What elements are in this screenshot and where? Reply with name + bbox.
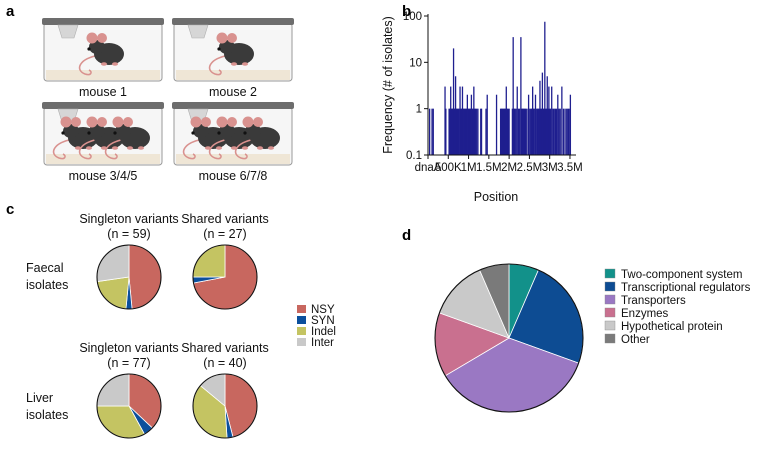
x-tick-label: 500K: [435, 162, 462, 174]
panel-label-b: b: [402, 3, 411, 20]
water-bottle: [57, 24, 79, 39]
legend-swatch: [604, 320, 616, 331]
y-tick-label: 100: [403, 11, 422, 23]
cage-lid: [172, 102, 294, 109]
cage-bedding: [46, 70, 160, 80]
row-label: Liver: [26, 391, 53, 405]
x-tick-label: 2.5M: [517, 162, 543, 174]
legend-label: Enzymes: [621, 308, 669, 320]
cage-label: mouse 2: [209, 85, 257, 99]
pie-title: Shared variants: [181, 212, 269, 226]
pie: Shared variants(n = 40): [181, 341, 269, 439]
pie: Singleton variants(n = 59): [79, 212, 179, 310]
row-label: isolates: [26, 408, 68, 422]
cage: mouse 1: [42, 18, 164, 99]
pie-outline: [192, 244, 258, 310]
legend-label: Indel: [311, 326, 336, 338]
cage-lid: [42, 102, 164, 109]
legend-swatch: [297, 305, 306, 313]
x-tick-label: dnaA: [415, 162, 442, 174]
x-tick-label: 2M: [501, 162, 517, 174]
panel-label-a: a: [6, 3, 15, 20]
pie-n-label: (n = 77): [107, 356, 150, 370]
pie-slice: [96, 244, 130, 283]
row-label: Faecal: [26, 261, 64, 275]
legend-swatch: [604, 281, 616, 292]
row-label: isolates: [26, 278, 68, 292]
pie-slice: [128, 244, 162, 310]
x-tick-label: 3.5M: [557, 162, 583, 174]
pie-title: Singleton variants: [79, 341, 178, 355]
pie-outline: [96, 373, 162, 439]
pie-outline: [434, 263, 584, 413]
legend-label: Transcriptional regulators: [621, 282, 751, 294]
legend-label: Two-component system: [621, 269, 742, 281]
pie-n-label: (n = 27): [203, 227, 246, 241]
pie-slice: [96, 276, 130, 310]
legend-label: Hypothetical protein: [621, 321, 723, 333]
pie-n-label: (n = 59): [107, 227, 150, 241]
legend-swatch: [604, 268, 616, 279]
legend-label: SYN: [311, 315, 335, 327]
cage-bedding: [176, 154, 290, 164]
legend-label: NSY: [311, 304, 335, 316]
panel-label-d: d: [402, 227, 411, 244]
legend-swatch: [297, 316, 306, 324]
y-tick-label: 0.1: [406, 150, 422, 162]
panel-c-pies: Singleton variants(n = 59)Shared variant…: [26, 212, 336, 439]
bar-series: [428, 21, 572, 155]
cage-label: mouse 1: [79, 85, 127, 99]
pie-title: Shared variants: [181, 341, 269, 355]
pie-outline: [96, 244, 162, 310]
cage: mouse 6/7/8: [172, 102, 294, 183]
legend-label: Other: [621, 334, 650, 346]
cage: mouse 2: [172, 18, 294, 99]
panel-label-c: c: [6, 201, 14, 218]
pie-title: Singleton variants: [79, 212, 178, 226]
x-axis-label: Position: [474, 190, 519, 204]
x-tick-label: 3M: [542, 162, 558, 174]
legend-swatch: [297, 327, 306, 335]
legend-label: Inter: [311, 337, 334, 349]
y-axis-label: Frequency (# of isolates): [381, 16, 395, 154]
water-bottle: [187, 24, 209, 39]
cage-label: mouse 3/4/5: [69, 169, 138, 183]
cage: mouse 3/4/5: [42, 102, 164, 183]
panel-a: mouse 1 mouse 2 mouse 3/4/5 mouse 6/7/8: [42, 18, 294, 183]
cage-bedding: [46, 154, 160, 164]
legend-swatch: [297, 338, 306, 346]
cage-bedding: [176, 70, 290, 80]
y-tick-label: 10: [409, 57, 422, 69]
x-tick-label: 1.5M: [476, 162, 502, 174]
x-tick-label: 1M: [461, 162, 477, 174]
y-tick-label: 1: [416, 104, 422, 116]
pie: Shared variants(n = 27): [181, 212, 269, 310]
pie: Singleton variants(n = 77): [79, 341, 179, 439]
pie-n-label: (n = 40): [203, 356, 246, 370]
legend-swatch: [604, 294, 616, 305]
pie-outline: [192, 373, 258, 439]
cage-lid: [172, 18, 294, 25]
legend-swatch: [604, 307, 616, 318]
cage-lid: [42, 18, 164, 25]
legend-swatch: [604, 333, 616, 344]
cage-label: mouse 6/7/8: [199, 169, 268, 183]
legend-label: Transporters: [621, 295, 686, 307]
